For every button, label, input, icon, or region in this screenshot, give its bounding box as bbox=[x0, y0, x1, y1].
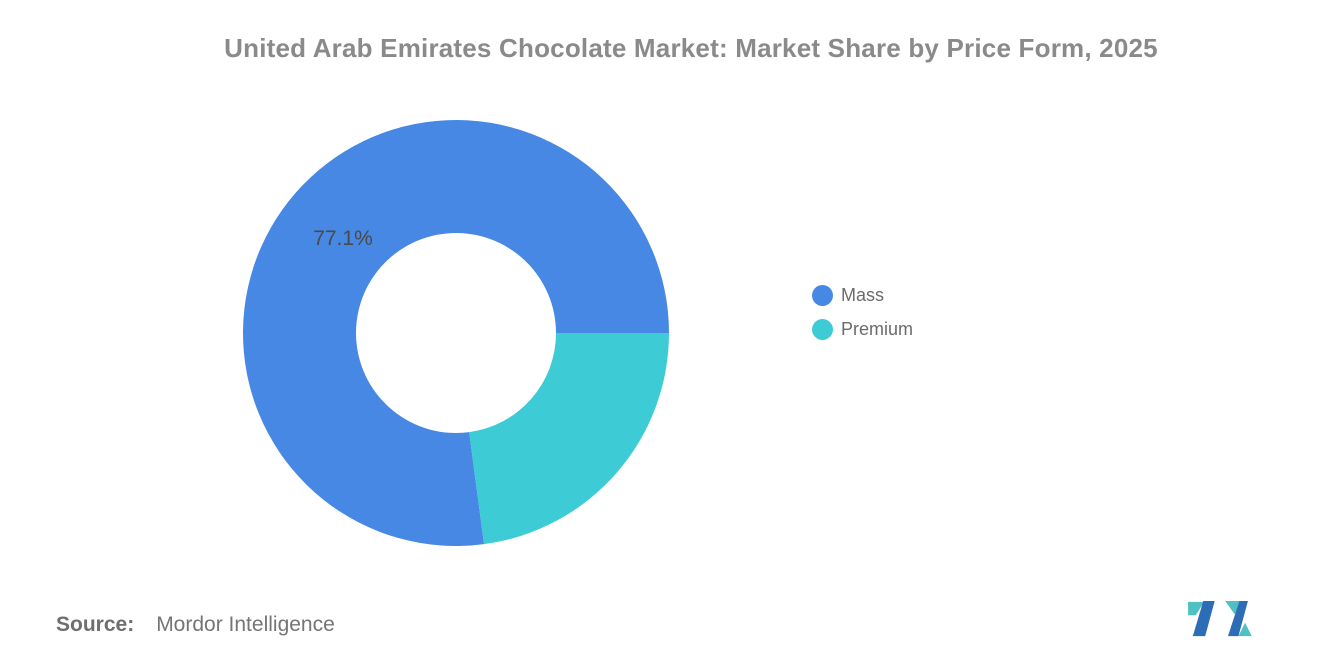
chart-legend: Mass Premium bbox=[812, 284, 913, 352]
legend-marker-premium bbox=[812, 318, 833, 340]
source-label: Source: bbox=[56, 613, 135, 636]
chart-title: United Arab Emirates Chocolate Market: M… bbox=[224, 33, 1158, 63]
donut-chart bbox=[243, 120, 669, 547]
donut-slice-mass[interactable] bbox=[243, 120, 669, 547]
mordor-intelligence-logo bbox=[1188, 600, 1252, 637]
legend-item-premium[interactable]: Premium bbox=[812, 318, 913, 340]
legend-marker-mass bbox=[812, 284, 833, 306]
slice-label-mass: 77.1% bbox=[313, 227, 373, 250]
logo-blue-band-right bbox=[1228, 600, 1248, 637]
source-text: Mordor Intelligence bbox=[156, 613, 335, 636]
legend-item-mass[interactable]: Mass bbox=[812, 284, 913, 306]
logo-teal-slab bbox=[1188, 601, 1205, 616]
legend-label-premium: Premium bbox=[841, 319, 914, 339]
donut-slice-premium[interactable] bbox=[469, 333, 669, 545]
source-row: Source: Mordor Intelligence bbox=[56, 613, 335, 637]
logo-blue-band-left bbox=[1192, 600, 1215, 637]
legend-label-mass: Mass bbox=[841, 285, 885, 305]
logo-teal-corner bbox=[1238, 622, 1252, 637]
